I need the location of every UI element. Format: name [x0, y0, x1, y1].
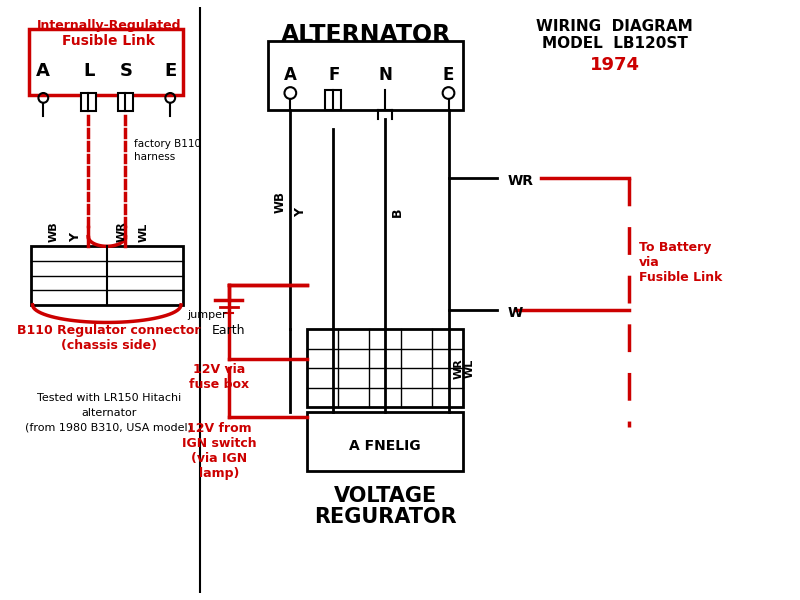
- Bar: [326, 90, 341, 110]
- Text: 1974: 1974: [590, 56, 639, 74]
- Text: E: E: [443, 65, 454, 83]
- Bar: [29, 29, 183, 95]
- Text: Fusible Link: Fusible Link: [62, 34, 155, 49]
- Text: N: N: [378, 65, 392, 83]
- Bar: [307, 329, 463, 407]
- Text: B110 Regulator connector: B110 Regulator connector: [17, 325, 201, 337]
- Text: harness: harness: [134, 152, 175, 161]
- Text: (chassis side): (chassis side): [61, 339, 157, 352]
- Text: Earth: Earth: [212, 325, 246, 337]
- Text: VOLTAGE: VOLTAGE: [334, 485, 437, 506]
- Text: WR: WR: [507, 174, 533, 188]
- Text: 12V from
IGN switch
(via IGN
lamp): 12V from IGN switch (via IGN lamp): [182, 422, 256, 480]
- Text: WR: WR: [454, 358, 463, 379]
- Text: WB: WB: [49, 222, 59, 242]
- Bar: [268, 41, 463, 110]
- Text: Y: Y: [69, 233, 82, 242]
- Text: B: B: [391, 208, 404, 217]
- Bar: [82, 93, 96, 110]
- Text: WR: WR: [117, 221, 126, 242]
- Text: WB: WB: [274, 191, 287, 214]
- Bar: [118, 93, 133, 110]
- Text: WL: WL: [139, 223, 149, 242]
- Text: WL: WL: [465, 359, 475, 378]
- Text: W: W: [507, 306, 522, 320]
- Text: ALTERNATOR: ALTERNATOR: [280, 23, 450, 47]
- Bar: [307, 412, 463, 471]
- Text: factory B110: factory B110: [134, 139, 201, 149]
- Text: A FNELIG: A FNELIG: [350, 439, 421, 454]
- Text: L: L: [83, 62, 95, 80]
- Text: 12V via
fuse box: 12V via fuse box: [189, 364, 249, 391]
- Text: Y: Y: [294, 208, 306, 217]
- Text: Tested with LR150 Hitachi
alternator
(from 1980 B310, USA model): Tested with LR150 Hitachi alternator (fr…: [26, 393, 192, 433]
- Text: REGURATOR: REGURATOR: [314, 507, 456, 527]
- Text: A: A: [284, 65, 297, 83]
- Text: E: E: [164, 62, 176, 80]
- Text: Internally-Regulated: Internally-Regulated: [37, 19, 181, 32]
- Text: MODEL  LB120ST: MODEL LB120ST: [542, 37, 687, 52]
- Text: WIRING  DIAGRAM: WIRING DIAGRAM: [536, 19, 693, 34]
- Text: S: S: [120, 62, 133, 80]
- Text: To Battery
via
Fusible Link: To Battery via Fusible Link: [639, 241, 722, 284]
- Text: jumper: jumper: [187, 310, 226, 320]
- Bar: [30, 247, 183, 305]
- Text: F: F: [329, 65, 340, 83]
- Text: A: A: [36, 62, 50, 80]
